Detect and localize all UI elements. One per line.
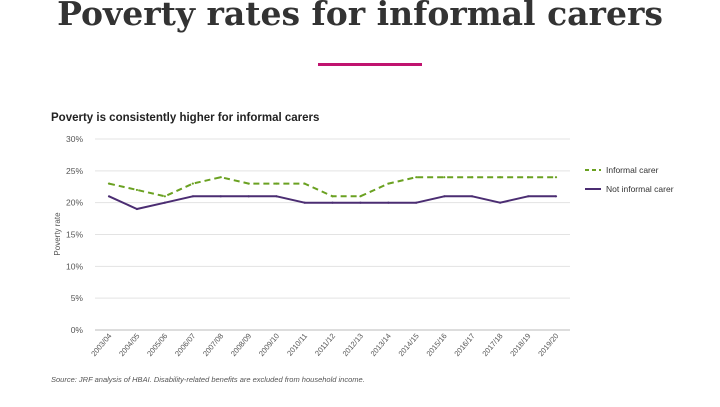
x-tick-label: 2008/09	[229, 332, 253, 359]
data-point	[219, 176, 222, 179]
x-tick-label: 2003/04	[89, 332, 113, 359]
series-line-informal-carer	[108, 176, 556, 198]
series-group	[107, 176, 558, 211]
legend-label: Not informal carer	[606, 184, 674, 194]
x-tick-label: 2015/16	[424, 332, 448, 359]
data-point	[107, 182, 111, 185]
y-tick-label: 10%	[66, 261, 83, 271]
data-point	[107, 195, 111, 198]
x-tick-label: 2012/13	[341, 332, 365, 359]
data-point	[359, 201, 362, 204]
x-tick-label: 2007/08	[201, 332, 225, 359]
data-point	[415, 176, 418, 179]
x-tick-label: 2016/17	[452, 332, 476, 359]
data-point	[135, 207, 139, 211]
y-tick-label: 15%	[66, 230, 83, 240]
data-point	[443, 195, 446, 198]
data-point	[163, 195, 166, 198]
y-tick-label: 30%	[66, 134, 83, 144]
x-tick-label: 2019/20	[536, 332, 560, 359]
data-point	[331, 201, 334, 204]
y-tick-label: 25%	[66, 166, 83, 176]
x-tick-label: 2005/06	[145, 332, 169, 359]
legend-label: Informal carer	[606, 165, 659, 175]
data-point	[135, 188, 139, 192]
x-tick-label: 2006/07	[173, 332, 197, 359]
x-tick-label: 2013/14	[369, 332, 393, 359]
y-axis-label: Poverty rate	[53, 212, 62, 256]
data-point	[247, 195, 250, 198]
data-point	[331, 195, 334, 198]
data-point	[471, 176, 474, 179]
grid-lines	[95, 138, 570, 331]
data-point	[219, 195, 222, 198]
chart-title: Poverty is consistently higher for infor…	[51, 112, 320, 124]
data-point	[526, 176, 530, 179]
x-tick-label: 2011/12	[313, 332, 337, 358]
data-point	[303, 201, 306, 204]
x-tick-label: 2009/10	[257, 332, 281, 359]
data-point	[554, 195, 558, 198]
legend: Informal carer Not informal carer	[585, 165, 674, 194]
y-tick-label: 20%	[66, 198, 83, 208]
data-point	[247, 182, 250, 185]
data-point	[191, 182, 194, 185]
x-axis-ticks: 2003/04 2004/05 2005/06 2006/07 2007/08 2008/…	[89, 332, 560, 359]
x-tick-label: 2017/18	[480, 332, 504, 359]
source-note: Source: JRF analysis of HBAI. Disability…	[51, 375, 365, 384]
data-point	[443, 176, 446, 179]
data-point	[275, 195, 278, 198]
x-tick-label: 2018/19	[508, 332, 532, 359]
data-point	[275, 182, 278, 185]
data-point	[191, 195, 194, 198]
data-point	[163, 201, 166, 204]
data-point	[499, 176, 502, 179]
data-point	[387, 182, 390, 185]
data-point	[359, 195, 362, 198]
page-title: Poverty rates for informal carers	[57, 0, 663, 33]
data-point	[303, 182, 306, 185]
x-tick-label: 2004/05	[117, 332, 141, 359]
data-point	[554, 176, 558, 179]
y-tick-label: 5%	[71, 293, 84, 303]
data-point	[471, 195, 474, 198]
data-point	[387, 201, 390, 204]
y-tick-label: 0%	[71, 325, 84, 335]
title-divider	[318, 63, 422, 66]
data-point	[526, 195, 530, 198]
y-axis-ticks: 0% 5% 10% 15% 20% 25% 30%	[66, 134, 83, 335]
x-tick-label: 2010/11	[285, 332, 309, 358]
x-tick-label: 2014/15	[397, 332, 421, 359]
data-point	[499, 201, 502, 204]
data-point	[415, 201, 418, 204]
